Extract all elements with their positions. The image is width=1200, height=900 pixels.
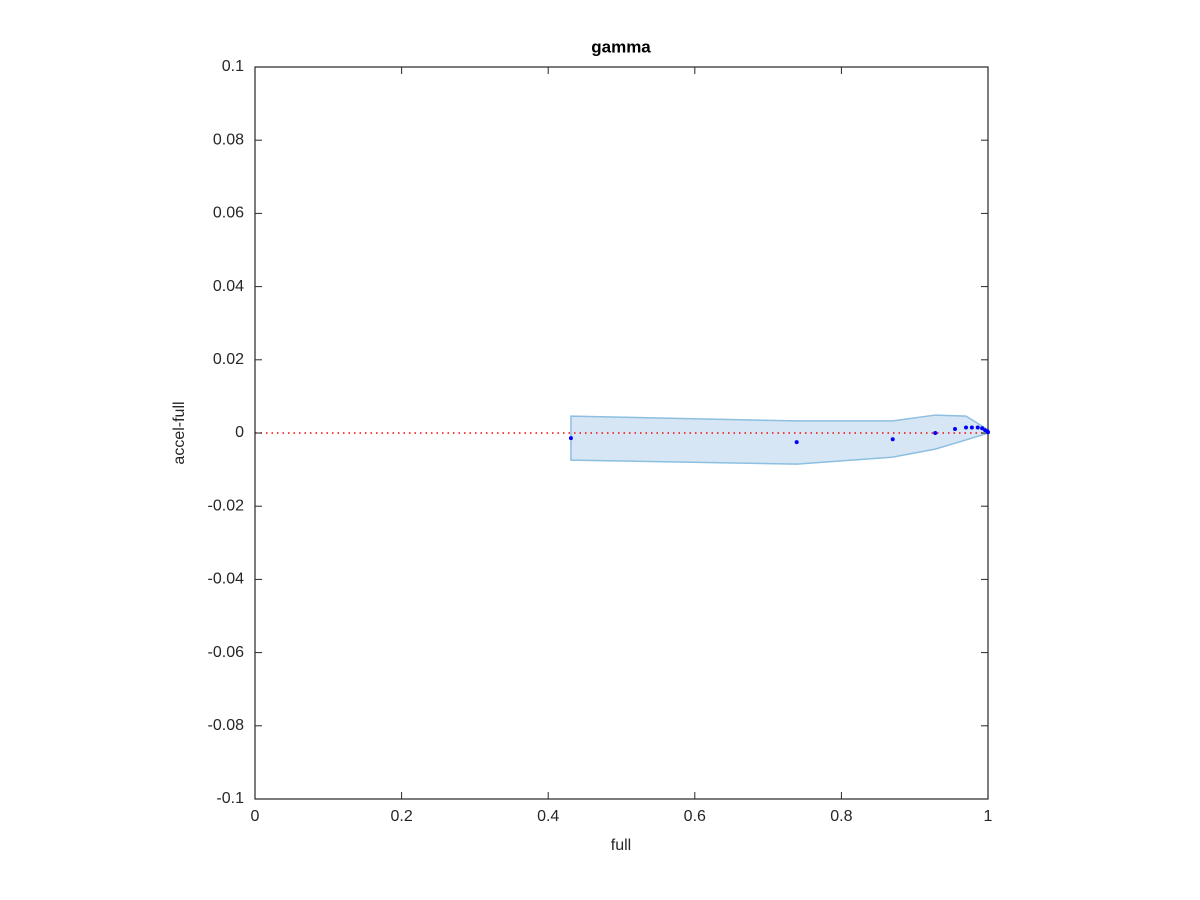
point <box>953 426 958 431</box>
x-tick-label: 0.8 <box>830 808 852 825</box>
y-axis-label: accel-full <box>171 401 188 464</box>
point <box>969 425 974 430</box>
point <box>986 430 990 435</box>
y-tick-label: 0.02 <box>213 351 244 368</box>
x-tick-label: 0.6 <box>684 808 706 825</box>
y-tick-label: -0.1 <box>216 790 244 807</box>
point <box>964 425 969 430</box>
y-tick-label: 0.04 <box>213 278 244 295</box>
y-tick-label: 0.08 <box>213 131 244 148</box>
confidence-band <box>570 414 989 465</box>
point <box>980 426 985 431</box>
point <box>568 436 573 441</box>
point <box>890 437 895 442</box>
point <box>975 425 980 430</box>
y-tick-label: 0.1 <box>222 58 244 75</box>
x-axis-label: full <box>611 837 631 854</box>
point <box>933 431 938 435</box>
x-tick-label: 1 <box>984 808 993 825</box>
y-tick-label: 0 <box>235 424 244 441</box>
y-tick-label: 0.06 <box>213 205 244 222</box>
y-tick-label: -0.08 <box>208 717 245 734</box>
y-tick-label: -0.04 <box>208 571 245 588</box>
chart-title: gamma <box>591 37 651 56</box>
x-tick-label: 0.2 <box>390 808 412 825</box>
y-tick-label: -0.02 <box>208 497 245 514</box>
point <box>794 440 799 445</box>
y-tick-label: -0.06 <box>208 644 245 661</box>
x-tick-label: 0.4 <box>537 808 559 825</box>
x-tick-label: 0 <box>251 808 260 825</box>
